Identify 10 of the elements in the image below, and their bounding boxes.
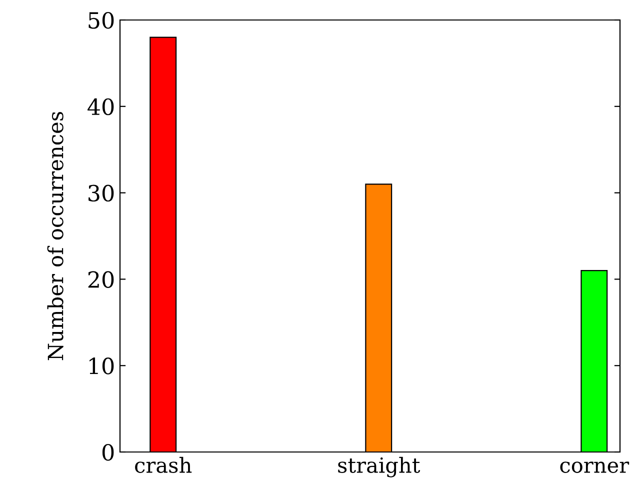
x-tick-label: straight: [338, 456, 420, 478]
x-tick-label: crash: [135, 456, 192, 473]
y-tick-label: 10: [90, 358, 114, 374]
y-tick-label: 0: [102, 444, 114, 461]
y-tick-label: 30: [88, 184, 114, 202]
x-tick-label: corner: [560, 462, 630, 473]
y-tick-label: 40: [88, 98, 114, 116]
y-tick-label: 20: [88, 271, 114, 288]
y-axis-title: Number of occurrences: [47, 112, 64, 360]
y-tick-label: 50: [88, 12, 114, 29]
